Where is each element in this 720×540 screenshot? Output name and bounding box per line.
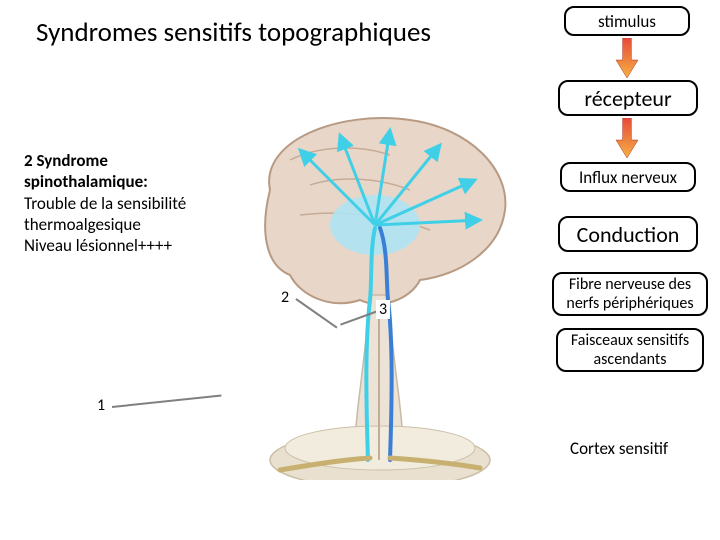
box-recepteur: récepteur bbox=[558, 80, 698, 116]
arrow-stimulus-recepteur bbox=[616, 38, 638, 78]
syndrome-textbox: 2 Syndrome spinothalamique:Trouble de la… bbox=[14, 142, 242, 270]
arrow-recepteur-influx bbox=[616, 118, 638, 158]
box-fibre: Fibre nerveuse des nerfs périphériques bbox=[552, 272, 708, 316]
box-stimulus: stimulus bbox=[564, 6, 690, 36]
slide-title: Syndromes sensitifs topographiques bbox=[36, 16, 431, 49]
pointer-line-1 bbox=[112, 395, 222, 408]
slide-canvas: Syndromes sensitifs topographiques stimu… bbox=[0, 0, 720, 540]
pointer-label-2: 2 bbox=[278, 288, 292, 307]
pointer-label-3: 3 bbox=[376, 300, 390, 319]
box-cortex: Cortex sensitif bbox=[560, 430, 706, 460]
box-influx: Influx nerveux bbox=[560, 162, 696, 192]
pointer-label-1: 1 bbox=[94, 396, 108, 415]
box-faisceaux: Faisceaux sensitifs ascendants bbox=[556, 328, 704, 372]
box-conduction: Conduction bbox=[558, 216, 698, 252]
brain-spinal-diagram bbox=[210, 100, 530, 480]
